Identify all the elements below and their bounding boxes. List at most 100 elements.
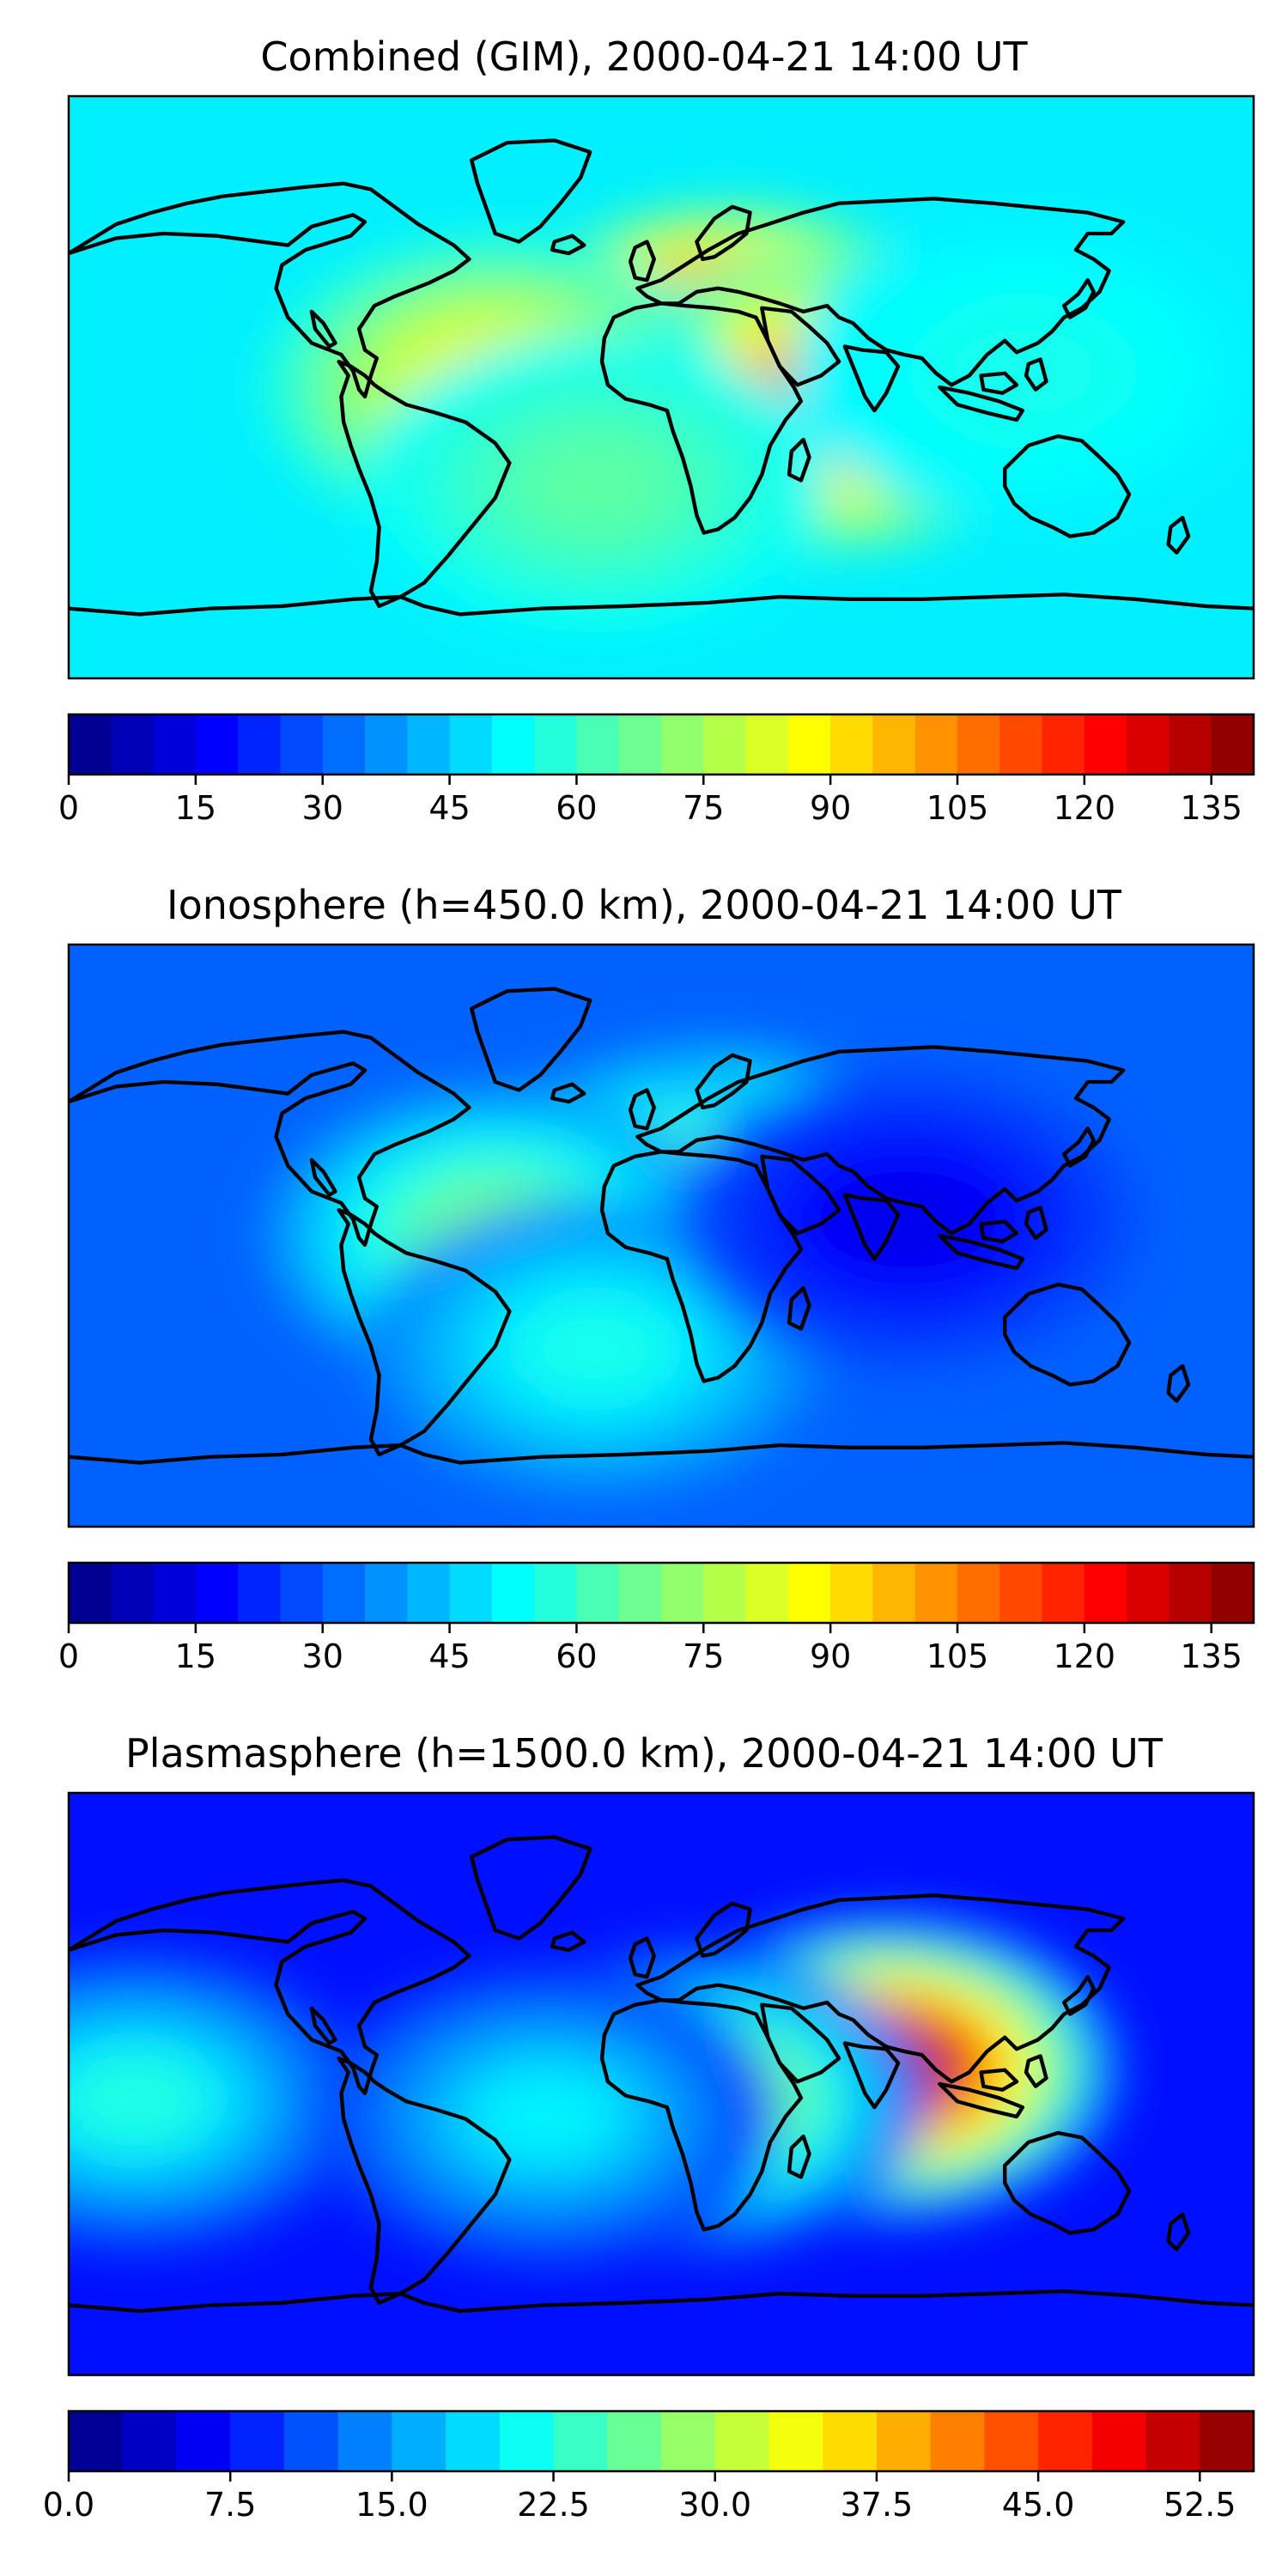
colorbar-segment	[787, 714, 831, 775]
colorbar-segment	[661, 1563, 704, 1623]
colorbar-segment	[337, 2411, 392, 2471]
colorbar-segment	[446, 2411, 501, 2471]
colorbar-segment	[999, 1563, 1043, 1623]
colorbar-segment	[1169, 714, 1212, 775]
colorbar-frame	[67, 2409, 1255, 2473]
colorbar-tick-label: 0.0	[43, 2486, 94, 2524]
colorbar-segment	[618, 714, 662, 775]
panel-3: Plasmasphere (h=1500.0 km), 2000-04-21 1…	[43, 1730, 1255, 2524]
colorbar-segment	[984, 2411, 1039, 2471]
colorbar-tick-label: 60	[556, 1637, 597, 1675]
colorbar-segment	[830, 714, 874, 775]
colorbar-segment	[661, 2411, 716, 2471]
colorbar-segment	[122, 2411, 178, 2471]
colorbar-segment	[69, 1563, 112, 1623]
colorbar-tick-label: 15.0	[355, 2486, 428, 2524]
panel-title: Ionosphere (h=450.0 km), 2000-04-21 14:0…	[167, 882, 1122, 928]
heat-hotspot	[521, 1301, 670, 1396]
colorbar-segment	[407, 1563, 451, 1623]
panel-title: Plasmasphere (h=1500.0 km), 2000-04-21 1…	[125, 1730, 1163, 1777]
map-frame	[67, 943, 1255, 1528]
colorbar-tick-label: 45	[428, 1637, 470, 1675]
colorbar-segment	[322, 1563, 366, 1623]
colorbar-segment	[872, 714, 916, 775]
colorbar-tick-label: 120	[1054, 1637, 1116, 1675]
colorbar-segment	[823, 2411, 878, 2471]
colorbar-segment	[153, 1563, 197, 1623]
colorbar-segment	[1127, 1563, 1170, 1623]
colorbar-tick-label: 0	[58, 789, 79, 827]
colorbar-tick-label: 37.5	[841, 2486, 914, 2524]
colorbar-segment	[1038, 2411, 1093, 2471]
map-field	[69, 96, 1254, 678]
colorbar-tick-label: 135	[1180, 789, 1242, 827]
colorbar-tick-label: 60	[556, 789, 597, 827]
colorbar-segment	[491, 714, 535, 775]
colorbar-segment	[153, 714, 197, 775]
heat-hotspot	[521, 437, 670, 532]
colorbar-tick-label: 7.5	[204, 2486, 256, 2524]
colorbar-segment	[69, 714, 112, 775]
colorbar-segment	[1042, 714, 1085, 775]
colorbar-segment	[280, 1563, 324, 1623]
colorbar-segment	[930, 2411, 985, 2471]
colorbar-segment	[1200, 2411, 1255, 2471]
colorbar-segment	[576, 1563, 620, 1623]
map-field	[69, 945, 1254, 1527]
colorbar-tick-label: 15	[175, 1637, 216, 1675]
colorbar-segment	[787, 1563, 831, 1623]
colorbar-segment	[365, 1563, 408, 1623]
colorbar-tick-label: 30.0	[678, 2486, 751, 2524]
colorbar-tick-label: 52.5	[1163, 2486, 1236, 2524]
colorbar-segment	[1145, 2411, 1200, 2471]
heat-hotspot	[471, 2069, 620, 2164]
colorbar-segment	[283, 2411, 339, 2471]
colorbar-segment	[703, 714, 747, 775]
colorbar-segment	[238, 714, 282, 775]
colorbar-segment	[1211, 714, 1255, 775]
colorbar-segment	[176, 2411, 231, 2471]
colorbar-segment	[714, 2411, 770, 2471]
colorbar-segment	[1084, 1563, 1127, 1623]
colorbar-segment	[111, 1563, 155, 1623]
colorbar-tick-label: 45.0	[1002, 2486, 1075, 2524]
colorbar-segment	[661, 714, 704, 775]
colorbar-segment	[957, 1563, 1000, 1623]
colorbar-segment	[745, 714, 789, 775]
colorbar-segment	[392, 2411, 447, 2471]
map-field	[69, 1793, 1254, 2375]
colorbar-segment	[111, 714, 155, 775]
colorbar-segment	[365, 714, 408, 775]
colorbar-tick-label: 15	[175, 789, 216, 827]
colorbar-tick-label: 45	[428, 789, 470, 827]
colorbar-segment	[1084, 714, 1127, 775]
panel-1: Combined (GIM), 2000-04-21 14:00 UT 0 15 30…	[58, 33, 1255, 827]
colorbar-tick-label: 75	[683, 789, 724, 827]
colorbar-tick-label: 0	[58, 1637, 79, 1675]
colorbar-tick-label: 90	[810, 789, 851, 827]
colorbar-segment	[872, 1563, 916, 1623]
colorbar-segment	[957, 714, 1000, 775]
colorbar-tick-label: 30	[302, 789, 343, 827]
colorbar-segment	[449, 1563, 493, 1623]
map-frame	[67, 94, 1255, 680]
colorbar: 0 15 30 45 60 75 90 105 120 135	[58, 713, 1255, 827]
colorbar-segment	[999, 714, 1043, 775]
colorbar-segment	[876, 2411, 932, 2471]
panel-2: Ionosphere (h=450.0 km), 2000-04-21 14:0…	[58, 882, 1255, 1675]
colorbar-segment	[607, 2411, 662, 2471]
panel-title: Combined (GIM), 2000-04-21 14:00 UT	[260, 33, 1028, 80]
colorbar-segment	[576, 714, 620, 775]
colorbar: 0 15 30 45 60 75 90 105 120 135	[58, 1561, 1255, 1675]
colorbar-segment	[1091, 2411, 1147, 2471]
colorbar-segment	[499, 2411, 555, 2471]
colorbar-tick-label: 75	[683, 1637, 724, 1675]
colorbar-segment	[1211, 1563, 1255, 1623]
colorbar-segment	[280, 714, 324, 775]
colorbar-segment	[491, 1563, 535, 1623]
map-frame	[67, 1791, 1255, 2377]
colorbar-segment	[534, 714, 578, 775]
colorbar-segment	[745, 1563, 789, 1623]
colorbar-segment	[407, 714, 451, 775]
